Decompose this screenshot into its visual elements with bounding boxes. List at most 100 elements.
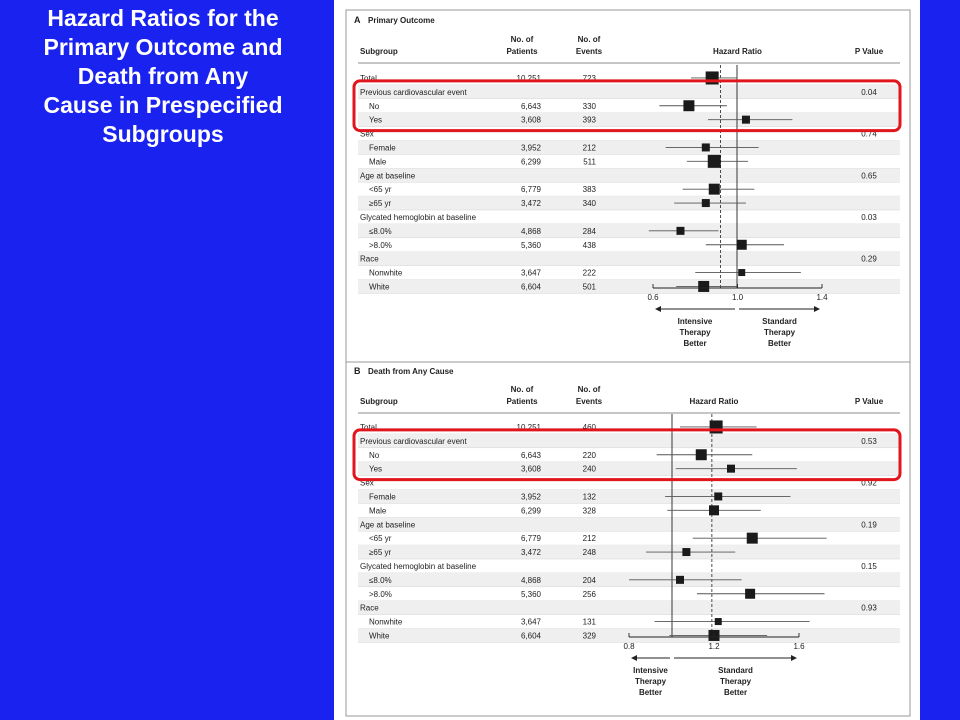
row-shade	[358, 223, 900, 238]
patients-value: 6,779	[521, 185, 542, 194]
patients-value: 3,647	[521, 269, 542, 278]
panel-title: Death from Any Cause	[368, 367, 454, 376]
row-shade	[358, 168, 900, 183]
subgroup-label: White	[369, 631, 390, 640]
slide-title-line: Subgroups	[102, 121, 224, 147]
subgroup-label: Male	[369, 157, 387, 166]
column-header-p-value: P Value	[855, 397, 884, 406]
row-shade	[358, 600, 900, 615]
subgroup-label: ≤8.0%	[369, 576, 392, 585]
subgroup-label: ≤8.0%	[369, 227, 392, 236]
patients-value: 3,952	[521, 492, 542, 501]
subgroup-label: <65 yr	[369, 185, 392, 194]
row-shade	[358, 517, 900, 532]
column-header-subgroup: Subgroup	[360, 47, 398, 56]
patients-value: 3,647	[521, 618, 542, 627]
p-value: 0.92	[861, 479, 877, 488]
hazard-ratio-marker	[736, 239, 747, 250]
subgroup-label: Race	[360, 255, 379, 264]
hazard-ratio-marker	[738, 269, 746, 277]
patients-value: 3,608	[521, 116, 542, 125]
hazard-ratio-marker	[701, 143, 710, 152]
events-value: 284	[583, 227, 597, 236]
events-value: 212	[583, 143, 597, 152]
row-shade	[358, 545, 900, 559]
patients-value: 6,779	[521, 534, 542, 543]
subgroup-label: Yes	[369, 116, 382, 125]
p-value: 0.93	[861, 604, 877, 613]
p-value: 0.65	[861, 171, 877, 180]
row-shade	[358, 84, 900, 99]
standard-therapy-better-label: Standard	[718, 666, 753, 675]
x-axis-tick-label: 1.6	[793, 642, 805, 651]
hazard-ratio-marker	[676, 575, 684, 584]
events-value: 340	[583, 199, 597, 208]
row-shade	[358, 196, 900, 210]
x-axis-tick-label: 0.6	[647, 293, 659, 302]
x-axis-tick-label: 1.0	[732, 293, 744, 302]
hazard-ratio-marker	[709, 505, 719, 516]
patients-value: 3,952	[521, 143, 542, 152]
standard-therapy-better-label: Better	[768, 339, 791, 348]
forest-plot-svg: A Primary Outcome Subgroup No. of Patients No…	[345, 9, 911, 717]
patients-value: 6,299	[521, 506, 542, 515]
column-header-events: Events	[576, 397, 603, 406]
standard-therapy-better-label: Better	[724, 688, 747, 697]
hazard-ratio-marker	[695, 449, 707, 461]
events-value: 328	[583, 506, 597, 515]
column-header-events: No. of	[578, 35, 601, 44]
subgroup-label: Age at baseline	[360, 171, 416, 180]
subgroup-label: ≥65 yr	[369, 199, 392, 208]
hazard-ratio-marker	[714, 618, 722, 626]
subgroup-label: Previous cardiovascular event	[360, 437, 467, 446]
hazard-ratio-marker	[741, 115, 750, 124]
events-value: 256	[583, 590, 597, 599]
column-header-patients: Patients	[506, 397, 538, 406]
hazard-ratio-marker	[707, 154, 721, 168]
slide-title: Hazard Ratios for the Primary Outcome an…	[0, 4, 326, 149]
column-header-p-value: P Value	[855, 47, 884, 56]
column-header-patients: No. of	[511, 385, 534, 394]
column-header-subgroup: Subgroup	[360, 397, 398, 406]
patients-value: 6,643	[521, 102, 542, 111]
slide-title-line: Cause in Prespecified	[43, 92, 283, 118]
subgroup-label: Female	[369, 492, 396, 501]
intensive-therapy-better-label: Better	[639, 688, 662, 697]
slide-title-line: Death from Any	[77, 63, 249, 89]
right-arrow-head	[814, 306, 820, 312]
p-value: 0.19	[861, 520, 877, 529]
row-shade	[358, 251, 900, 266]
subgroup-label: Age at baseline	[360, 520, 416, 529]
highlight-box	[352, 428, 902, 482]
subgroup-label: White	[369, 282, 390, 291]
subgroup-label: ≥65 yr	[369, 548, 392, 557]
hazard-ratio-marker	[701, 199, 710, 208]
events-value: 460	[583, 423, 597, 432]
row-shade	[358, 140, 900, 155]
events-value: 723	[583, 74, 597, 83]
subgroup-label: No	[369, 102, 380, 111]
column-header-events: No. of	[578, 385, 601, 394]
events-value: 383	[583, 185, 597, 194]
hazard-ratio-marker	[709, 420, 723, 434]
x-axis-tick-label: 1.2	[708, 642, 720, 651]
panel-label: B	[354, 366, 361, 376]
column-header-hazard-ratio: Hazard Ratio	[690, 397, 739, 406]
patients-value: 6,604	[521, 631, 542, 640]
p-value: 0.29	[861, 255, 877, 264]
x-axis-tick-label: 0.8	[623, 642, 635, 651]
hazard-ratio-marker	[698, 280, 710, 292]
patients-value: 3,472	[521, 548, 542, 557]
left-arrow-head	[631, 655, 637, 661]
p-value: 0.15	[861, 562, 877, 571]
patients-value: 4,868	[521, 227, 542, 236]
subgroup-label: Sex	[360, 479, 374, 488]
patients-value: 3,472	[521, 199, 542, 208]
events-value: 330	[583, 102, 597, 111]
figure-frame	[345, 9, 911, 717]
row-shade	[358, 279, 900, 294]
panel-title: Primary Outcome	[368, 16, 435, 25]
hazard-ratio-marker	[745, 588, 756, 599]
intensive-therapy-better-label: Intensive	[678, 317, 713, 326]
row-shade	[358, 489, 900, 504]
